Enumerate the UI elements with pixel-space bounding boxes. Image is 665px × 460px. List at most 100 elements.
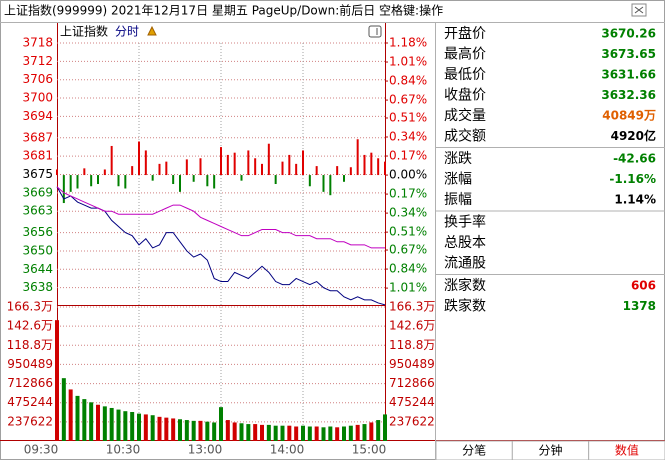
x-tick-label: 13:00 [188, 443, 223, 457]
info-label: 开盘价 [444, 25, 486, 42]
volume-bar [157, 416, 162, 441]
info-value: 3673.65 [601, 47, 656, 61]
y2-tick-label: 712866 [389, 376, 435, 390]
y-tick-label: 3675 [22, 167, 53, 181]
volume-bar [314, 426, 319, 441]
y-tick-label: 3687 [22, 130, 53, 144]
volume-bar [191, 420, 196, 441]
volume-bar [219, 407, 223, 441]
volume-bar [307, 426, 312, 441]
breadth-bar [349, 167, 352, 176]
y2-tick-label: 0.84% [389, 74, 427, 88]
breadth-bar [144, 150, 147, 176]
y2-tick-label: 118.8万 [389, 338, 435, 352]
volume-bar [260, 424, 264, 441]
tab-label: 数值 [615, 443, 639, 458]
info-label: 收盘价 [444, 87, 486, 104]
volume-bar [335, 427, 340, 441]
info-label: 最高价 [444, 46, 486, 63]
breadth-bar [302, 150, 304, 176]
breadth-bar [131, 166, 134, 176]
breadth-bar [240, 175, 243, 181]
breadth-bar [336, 166, 339, 176]
volume-bar [137, 413, 141, 441]
tab[interactable]: 分笔 [435, 440, 513, 460]
volume-bar [280, 425, 285, 441]
volume-bar [171, 418, 176, 441]
panel-toggle[interactable] [368, 25, 382, 38]
info-value: 3670.26 [601, 27, 656, 41]
breadth-bar [247, 150, 250, 176]
breadth-bar [56, 169, 58, 176]
info-label: 跌家数 [444, 298, 486, 315]
volume-bar [61, 378, 66, 441]
info-value: 1378 [623, 299, 656, 313]
breadth-bar [384, 161, 386, 176]
info-label: 最低价 [444, 67, 486, 83]
y2-tick-label: 237622 [389, 414, 435, 428]
y-tick-label: 3700 [22, 91, 53, 105]
info-label: 振幅 [444, 192, 472, 208]
breadth-bar [322, 175, 325, 192]
info-value: 40849万 [602, 109, 656, 123]
y-tick-label: 950489 [7, 357, 53, 371]
tab-label: 分钟 [538, 443, 562, 458]
volume-bar [342, 426, 346, 441]
y2-tick-label: 475244 [389, 395, 435, 409]
price-line [56, 186, 385, 249]
window-title: 上证指数(999999) 2021年12月17日 星期五 PageUp/Down… [4, 3, 443, 18]
breadth-bar [329, 175, 332, 196]
breadth-bar [315, 166, 318, 176]
y2-tick-label: 1.01% [389, 281, 427, 295]
breadth-bar [370, 152, 373, 176]
info-label: 涨幅 [444, 172, 472, 188]
info-label: 换手率 [444, 214, 486, 231]
y-tick-label: 3638 [22, 280, 53, 294]
y2-tick-label: 0.00% [389, 168, 427, 182]
breadth-bar [151, 175, 154, 181]
info-value: 3632.36 [601, 88, 656, 102]
y2-tick-label: 0.17% [389, 149, 427, 163]
volume-bar [198, 420, 203, 441]
volume-bar [109, 407, 114, 441]
tab[interactable]: 分钟 [511, 440, 590, 460]
breadth-bar [158, 163, 161, 176]
volume-bar [68, 389, 73, 441]
volume-bar [75, 395, 80, 441]
x-tick-label: 14:00 [270, 443, 305, 457]
volume-bar [55, 320, 59, 441]
tab-background [588, 440, 665, 460]
tab-label: 分笔 [462, 443, 486, 458]
breadth-bar [117, 175, 120, 187]
indicator-icon[interactable] [147, 25, 157, 36]
tab[interactable]: 数值 [588, 440, 665, 460]
volume-bar [321, 427, 326, 441]
y2-tick-label: 950489 [389, 357, 435, 371]
volume-bar [184, 420, 189, 441]
info-label: 流通股 [444, 256, 486, 272]
y-tick-label: 3650 [22, 243, 53, 257]
breadth-bar [199, 158, 202, 176]
volume-bar [355, 424, 360, 441]
info-label: 成交量 [444, 107, 486, 124]
volume-bar [116, 409, 121, 441]
volume-bar [266, 424, 271, 441]
chart-subtitle[interactable]: 分时 [115, 25, 139, 39]
volume-bar [89, 402, 94, 441]
y-tick-label: 3656 [22, 225, 53, 239]
breadth-bar [192, 175, 195, 182]
volume-bar [130, 411, 135, 441]
breadth-bar [69, 175, 72, 192]
y2-tick-label: 142.6万 [389, 319, 435, 333]
volume-bar [369, 422, 374, 441]
volume-bar [96, 404, 100, 441]
y-tick-label: 3681 [22, 149, 53, 163]
volume-bar [294, 426, 299, 441]
close-button[interactable] [631, 3, 647, 17]
breadth-bar [308, 175, 311, 187]
y2-tick-label: 0.51% [389, 110, 427, 124]
breadth-bar [83, 168, 86, 176]
y2-tick-label: 0.67% [389, 243, 427, 257]
info-value: 3631.66 [601, 68, 656, 82]
